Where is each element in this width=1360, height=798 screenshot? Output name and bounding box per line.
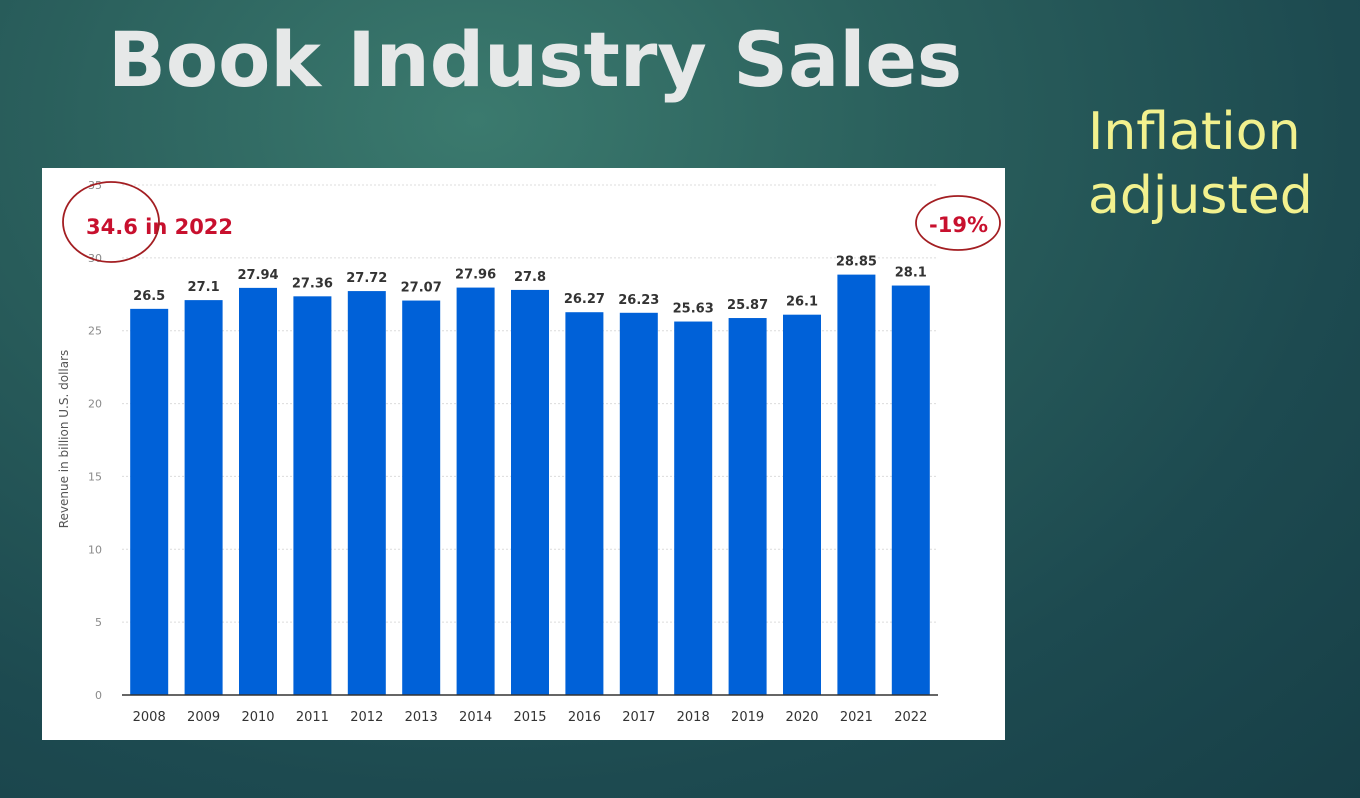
- inflation-note: Inflation adjusted: [1088, 100, 1313, 228]
- x-tick-label-2012: 2012: [350, 710, 383, 725]
- bar-2012: [347, 291, 386, 695]
- inflation-note-line2: adjusted: [1088, 166, 1313, 226]
- x-tick-label-2018: 2018: [677, 710, 710, 725]
- y-tick-label: 0: [95, 689, 102, 702]
- y-tick-label: 10: [88, 543, 102, 556]
- bar-2020: [783, 314, 821, 695]
- data-label-layer: 26.5 27.1 27.94 27.36 27.72 27.07 27.96 27.8 26.…: [133, 255, 927, 317]
- data-label-2021: 28.85: [836, 255, 877, 270]
- bar-2014: [456, 287, 495, 695]
- x-tick-label-2009: 2009: [187, 710, 220, 725]
- slide-title: Book Industry Sales: [108, 15, 963, 104]
- annotation-left-backdrop: [82, 208, 246, 242]
- bar-2017: [619, 312, 658, 695]
- y-axis-label: Revenue in billion U.S. dollars: [57, 350, 71, 529]
- bar-2016: [565, 312, 604, 695]
- data-label-2018: 25.63: [673, 302, 714, 317]
- data-label-2017: 26.23: [618, 293, 659, 308]
- bar-2008: [130, 308, 169, 695]
- y-tick-label: 15: [88, 470, 102, 483]
- x-tick-label-2016: 2016: [568, 710, 601, 725]
- revenue-bar-chart: 26.5 27.1 27.94 27.36 27.72 27.07 27.96 27.8 26.…: [42, 168, 1005, 740]
- bar-layer: [130, 274, 930, 695]
- data-label-2013: 27.07: [401, 281, 442, 296]
- bar-2022: [891, 285, 930, 695]
- data-label-2015: 27.8: [514, 270, 546, 285]
- y-tick-label: 35: [88, 179, 102, 192]
- data-label-2012: 27.72: [346, 271, 387, 286]
- bar-2009: [184, 300, 223, 695]
- data-label-2008: 26.5: [133, 289, 165, 304]
- data-label-2020: 26.1: [786, 295, 818, 310]
- annotation-percent-change: -19%: [929, 213, 988, 237]
- x-tick-label-2008: 2008: [133, 710, 166, 725]
- annotation-right-circle: [915, 195, 1001, 251]
- data-label-2009: 27.1: [188, 280, 220, 295]
- x-tick-label-2017: 2017: [622, 710, 655, 725]
- x-tick-label-2022: 2022: [894, 710, 927, 725]
- y-tick-label: 5: [95, 616, 102, 629]
- bar-2015: [511, 289, 549, 695]
- data-label-2011: 27.36: [292, 276, 333, 291]
- x-tick-layer: 2008 2009 2010 2011 2012 2013 2014 2015 2016 2017…: [133, 710, 928, 725]
- inflation-note-line1: Inflation: [1088, 102, 1301, 162]
- x-tick-label-2021: 2021: [840, 710, 873, 725]
- data-label-2022: 28.1: [895, 266, 927, 281]
- bar-2021: [837, 274, 876, 695]
- data-label-2016: 26.27: [564, 292, 605, 307]
- x-tick-label-2014: 2014: [459, 710, 492, 725]
- bar-2010: [239, 287, 277, 695]
- x-tick-label-2013: 2013: [405, 710, 438, 725]
- data-label-2010: 27.94: [237, 268, 278, 283]
- x-tick-label-2019: 2019: [731, 710, 764, 725]
- annotation-left-circle: [62, 181, 160, 263]
- chart-svg: 26.5 27.1 27.94 27.36 27.72 27.07 27.96 27.8 26.…: [57, 179, 1001, 725]
- data-label-2019: 25.87: [727, 298, 768, 313]
- x-tick-label-2015: 2015: [513, 710, 546, 725]
- x-tick-label-2010: 2010: [241, 710, 274, 725]
- y-tick-label: 25: [88, 325, 102, 338]
- x-tick-label-2011: 2011: [296, 710, 329, 725]
- bar-2013: [402, 300, 441, 695]
- data-label-2014: 27.96: [455, 268, 496, 283]
- y-tick-label: 20: [88, 398, 102, 411]
- bar-2018: [674, 321, 713, 695]
- bar-2019: [728, 318, 767, 695]
- bar-2011: [293, 296, 332, 695]
- x-tick-label-2020: 2020: [785, 710, 818, 725]
